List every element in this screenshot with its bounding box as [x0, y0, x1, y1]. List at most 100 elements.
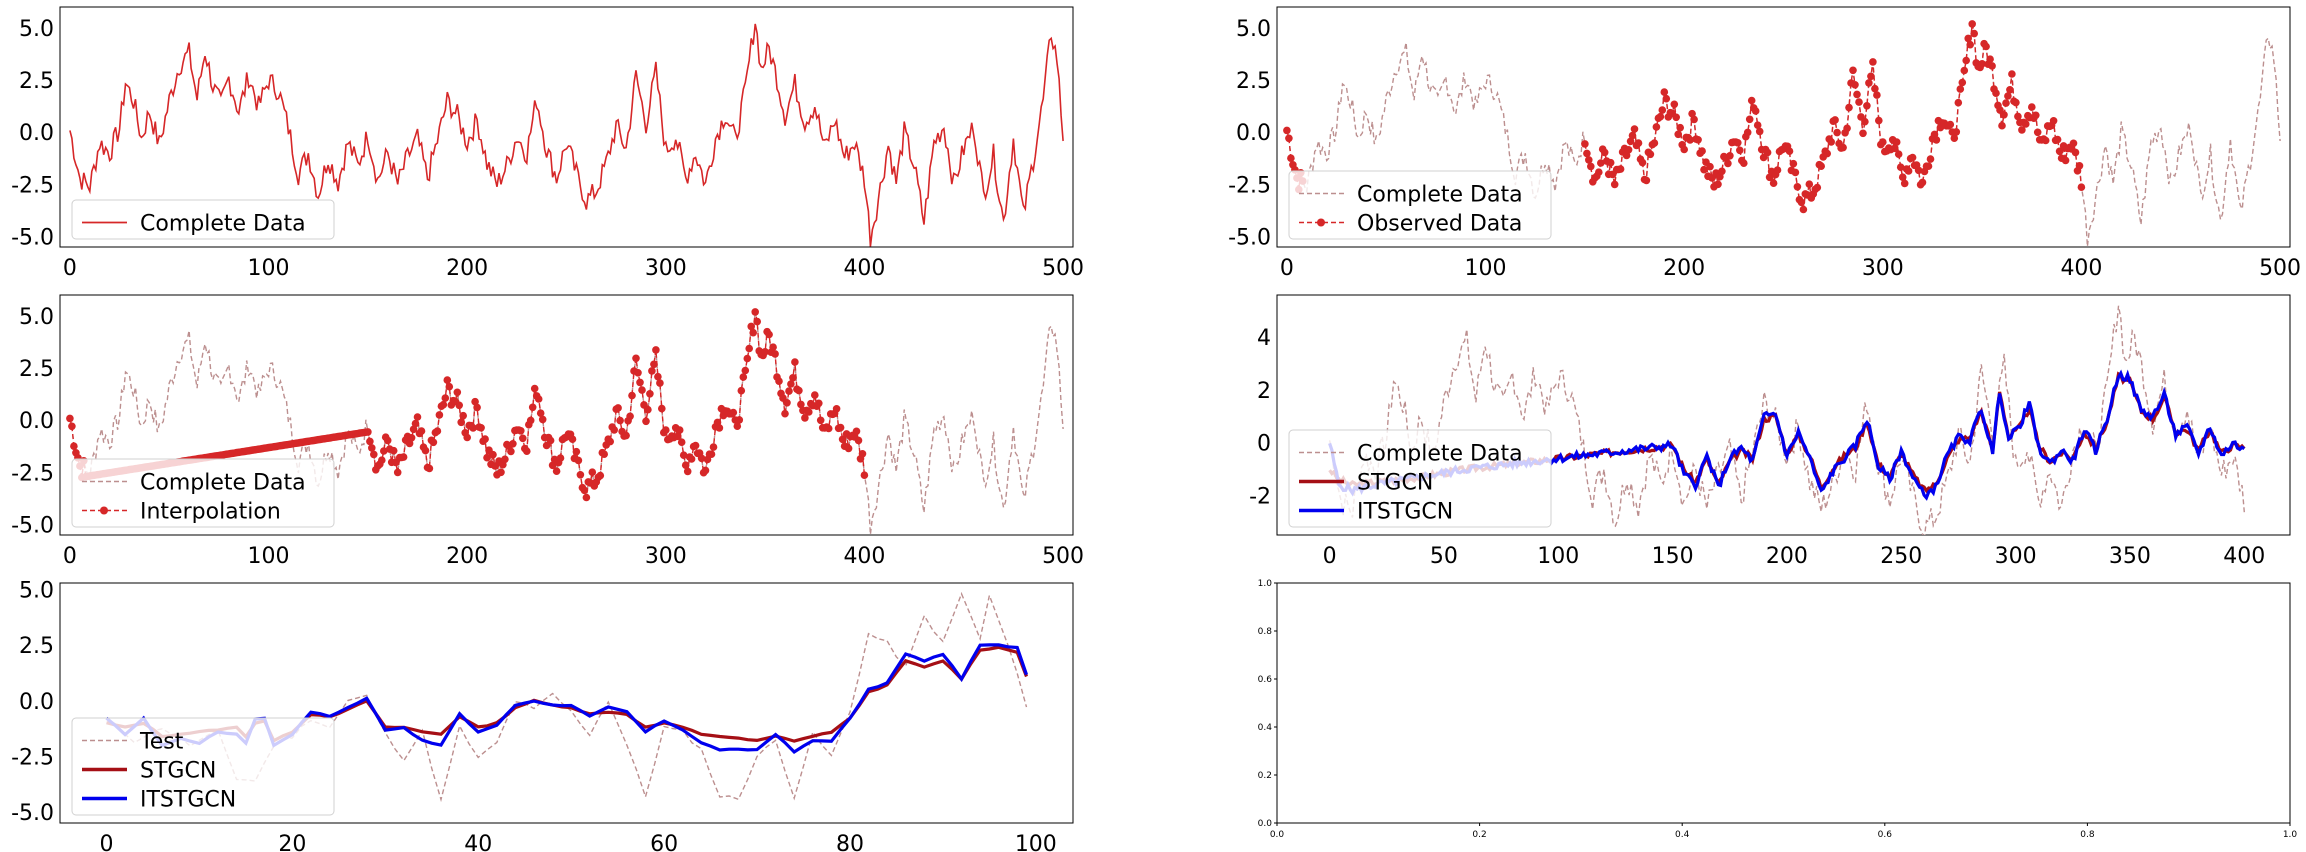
data-point [453, 388, 462, 397]
data-point [1606, 158, 1615, 167]
data-point [1861, 117, 1869, 126]
data-point [1287, 154, 1295, 162]
data-point [858, 450, 867, 458]
data-point [1763, 148, 1772, 157]
data-point [546, 436, 555, 445]
data-point [658, 404, 666, 413]
panel-3: 0 100 200 300 400 500 -5.0 -2.5 0.0 2.5 5.0 Complet… [11, 294, 1084, 569]
data-point [1873, 91, 1881, 99]
y-tick-label: 0.8 [1258, 627, 1273, 637]
x-tick-label: 300 [1995, 544, 2037, 569]
data-point [1855, 98, 1863, 106]
x-tick-label: 0.6 [1878, 830, 1893, 840]
data-point [1789, 159, 1798, 168]
data-point [632, 354, 640, 363]
data-point [1652, 123, 1661, 131]
data-point [1827, 138, 1835, 146]
data-point [441, 394, 450, 402]
data-point [789, 374, 797, 382]
legend: Complete Data Observed Data [1288, 170, 1552, 240]
data-point [811, 391, 819, 399]
data-point [1851, 81, 1859, 89]
y-tick-label: 2 [1257, 379, 1271, 404]
data-point [2018, 126, 2026, 134]
data-point [2004, 92, 2012, 100]
data-point [1863, 102, 1871, 110]
x-tick-label: 20 [278, 832, 306, 852]
y-tick-label: 1.0 [1258, 579, 1273, 589]
data-point [616, 416, 624, 425]
series-line [106, 591, 1028, 803]
legend-box [71, 717, 335, 816]
data-point [477, 424, 485, 432]
data-point [1900, 179, 1909, 188]
data-point [1865, 79, 1873, 87]
data-point [574, 456, 583, 465]
data-point [580, 486, 589, 495]
data-point [1600, 148, 1609, 157]
x-tick-label: 200 [1663, 256, 1705, 281]
y-tick-label: 4 [1257, 326, 1271, 351]
data-point [1616, 165, 1625, 173]
data-point [439, 400, 448, 409]
data-point [1839, 143, 1847, 152]
data-point [1698, 147, 1706, 155]
legend: Test STGCN ITSTGCN [71, 717, 335, 816]
data-point [1892, 138, 1901, 146]
x-tick-label: 0 [1323, 544, 1337, 569]
data-point [2008, 70, 2016, 78]
data-point [1952, 128, 1961, 136]
data-point [445, 382, 454, 391]
data-point [1662, 94, 1671, 103]
data-point [507, 447, 515, 456]
data-point [429, 438, 438, 447]
data-point [1956, 85, 1965, 93]
data-point [1718, 167, 1726, 176]
data-point [707, 450, 716, 459]
data-point [2075, 162, 2084, 170]
y-tick-label: 0.0 [1258, 819, 1273, 829]
data-point [421, 446, 430, 455]
y-tick-label: -2.5 [11, 461, 54, 486]
x-tick-label: 100 [1015, 832, 1057, 852]
data-point [457, 418, 466, 427]
legend-label: Observed Data [1357, 212, 1522, 237]
data-point [1968, 20, 1976, 28]
data-point [1680, 145, 1688, 154]
data-point [2053, 135, 2062, 144]
data-point [409, 425, 418, 434]
series-complete-data [1328, 305, 2245, 535]
x-tick-label: 400 [2060, 256, 2102, 281]
data-point [652, 346, 660, 354]
y-tick-label: 0.0 [19, 409, 54, 434]
data-point [1982, 42, 1990, 51]
data-point [501, 455, 509, 464]
data-point [844, 444, 853, 453]
data-point [1646, 150, 1655, 159]
data-point [1831, 116, 1839, 124]
legend: Complete Data STGCN ITSTGCN [1288, 429, 1552, 528]
data-point [368, 444, 376, 452]
data-point [797, 400, 805, 409]
y-tick-label: -2.5 [11, 173, 54, 198]
data-point [687, 455, 696, 463]
data-point [2022, 120, 2030, 128]
data-point [1918, 178, 1927, 187]
data-point [2014, 112, 2022, 121]
data-point [1958, 78, 1967, 87]
data-point [433, 427, 442, 435]
data-point [2069, 139, 2078, 148]
data-point [1924, 162, 1933, 170]
data-point [701, 466, 710, 475]
data-point [650, 360, 658, 369]
data-point [2049, 117, 2058, 125]
data-point [747, 322, 755, 331]
data-point [1755, 127, 1764, 136]
data-point [614, 404, 622, 412]
y-tick-label: -5.0 [11, 514, 54, 539]
legend-label: STGCN [1357, 471, 1433, 496]
data-point [509, 440, 517, 448]
data-point [596, 471, 605, 480]
data-point [771, 350, 779, 358]
x-tick-label: 100 [1537, 544, 1579, 569]
